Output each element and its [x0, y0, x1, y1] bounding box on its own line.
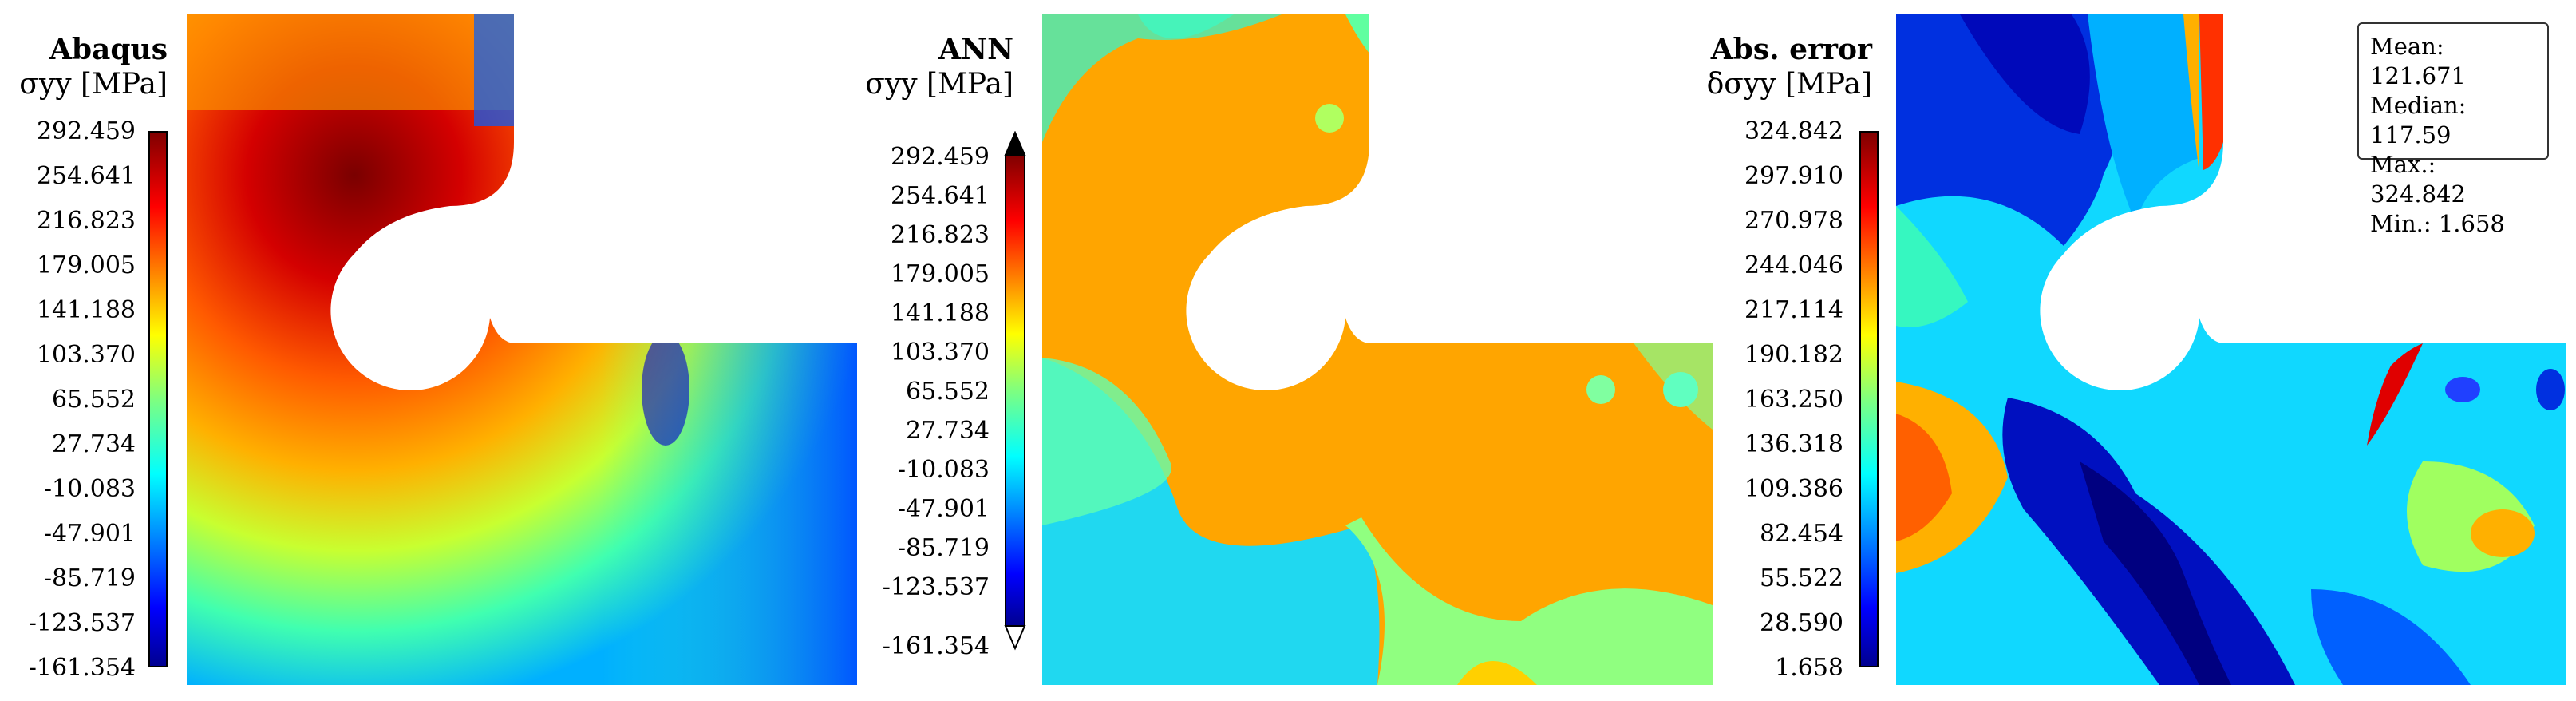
colorbar-tick: 55.522	[1760, 564, 1843, 592]
error-field	[1896, 14, 2566, 685]
panel-heading: Abs. error	[1710, 33, 1872, 66]
colorbar-tick: -161.354	[28, 654, 136, 682]
statistics-box: Mean: 121.671 Median: 117.59 Max.: 324.8…	[2357, 22, 2549, 237]
colorbar-tick: 141.188	[890, 299, 990, 327]
colorbar-tick: 65.552	[52, 386, 136, 414]
panel-heading: ANN	[938, 33, 1013, 66]
panel-title-abaqus: Abaqus σyy [MPa]	[8, 32, 168, 102]
colorbar-tick: 136.318	[1744, 430, 1843, 458]
colorbar-ann	[1004, 131, 1026, 651]
colorbar-abaqus	[148, 131, 168, 667]
colorbar-tick: 254.641	[36, 162, 136, 190]
panel-heading: Abaqus	[49, 33, 168, 66]
colorbar-tick: 28.590	[1760, 609, 1843, 637]
colorbar-tick: -85.719	[43, 564, 136, 592]
colorbar-tick: 109.386	[1744, 475, 1843, 503]
panel-quantity-label: σyy [MPa]	[865, 68, 1013, 101]
colorbar-tick: -10.083	[897, 456, 990, 484]
stress-field-abaqus	[187, 14, 857, 685]
stress-field-ann	[1042, 14, 1713, 685]
stat-median: Median: 117.59	[2370, 92, 2467, 149]
colorbar-tick: 27.734	[906, 417, 990, 445]
colorbar-tick: -85.719	[897, 534, 990, 562]
colorbar-tick: -10.083	[43, 475, 136, 503]
colorbar-tick: -47.901	[43, 520, 136, 548]
colorbar-tick: 216.823	[890, 221, 990, 249]
stat-min: Min.: 1.658	[2370, 210, 2505, 237]
colorbar-tick: -123.537	[28, 609, 136, 637]
colorbar-tick: 244.046	[1744, 251, 1843, 279]
colorbar-tick: 103.370	[36, 341, 136, 369]
colorbar-tick: 254.641	[890, 182, 990, 210]
colorbar-tick: 270.978	[1744, 207, 1843, 235]
colorbar-tick: 103.370	[890, 339, 990, 366]
colorbar-tick: 297.910	[1744, 162, 1843, 190]
colorbar-tick: 163.250	[1744, 386, 1843, 414]
colorbar-tick: 292.459	[890, 143, 990, 171]
colorbar-tick: -123.537	[882, 573, 990, 601]
stat-max: Max.: 324.842	[2370, 151, 2466, 208]
stat-mean: Mean: 121.671	[2370, 33, 2466, 89]
panel-quantity-label: δσyy [MPa]	[1706, 68, 1872, 101]
colorbar-tick: 179.005	[36, 251, 136, 279]
colorbar-tick: 324.842	[1744, 117, 1843, 145]
colorbar-tick: 217.114	[1744, 296, 1843, 324]
colorbar-tick: 292.459	[36, 117, 136, 145]
colorbar-tick: 1.658	[1775, 654, 1843, 682]
colorbar-tick: -47.901	[897, 495, 990, 523]
panel-title-abs-error: Abs. error δσyy [MPa]	[1684, 32, 1872, 102]
colorbar-tick: 82.454	[1760, 520, 1843, 548]
colorbar-tick: 179.005	[890, 260, 990, 288]
colorbar-tick: 216.823	[36, 207, 136, 235]
panel-quantity-label: σyy [MPa]	[19, 68, 168, 101]
colorbar-tick: 141.188	[36, 296, 136, 324]
colorbar-abs-error	[1859, 131, 1879, 667]
colorbar-tick: 190.182	[1744, 341, 1843, 369]
colorbar-tick: -161.354	[882, 632, 990, 660]
panel-title-ann: ANN σyy [MPa]	[846, 32, 1013, 102]
colorbar-tick: 27.734	[52, 430, 136, 458]
colorbar-tick: 65.552	[906, 378, 990, 406]
